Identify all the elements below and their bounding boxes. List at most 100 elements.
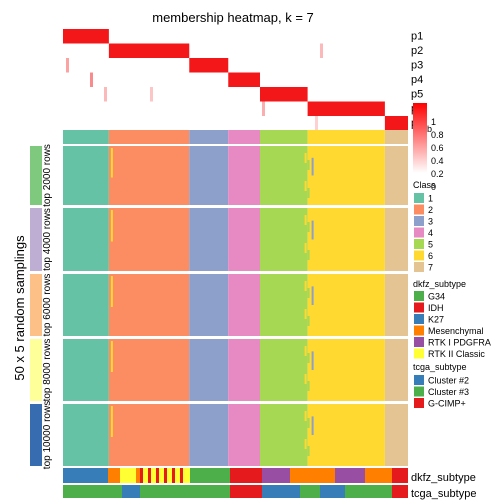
row-group-label: top 10000 rows xyxy=(42,401,53,469)
membership-block-5 xyxy=(259,146,308,205)
membership-block-6 xyxy=(307,274,385,336)
membership-jitter xyxy=(311,220,314,240)
dkfz-legend-label: RTK I PDGFRA xyxy=(428,338,491,348)
membership-block-3 xyxy=(189,404,229,466)
membership-jitter xyxy=(310,388,313,398)
class-legend-label: 7 xyxy=(428,263,433,273)
membership-jitter xyxy=(301,274,304,284)
membership-block-5 xyxy=(259,404,308,466)
membership-block-6 xyxy=(307,146,385,205)
membership-jitter xyxy=(110,341,113,372)
prob-cell-p5 xyxy=(259,87,308,102)
membership-block-1 xyxy=(63,339,109,401)
prob-tick-label: 0.4 xyxy=(431,156,444,166)
membership-jitter xyxy=(307,250,310,260)
membership-block-1 xyxy=(63,404,109,466)
dkfz-subtype-cell xyxy=(290,468,335,483)
class-strip-cell-7 xyxy=(384,130,408,144)
prob-partial-cell xyxy=(66,58,69,73)
legends: Prob10.80.60.40.20Class1234567dkfz_subty… xyxy=(413,103,491,409)
class-strip-cell-5 xyxy=(259,130,308,144)
membership-jitter xyxy=(110,276,113,307)
membership-jitter xyxy=(110,406,113,437)
membership-block-4 xyxy=(228,404,260,466)
dkfz-legend-swatch xyxy=(414,291,424,301)
row-group-label: top 2000 rows xyxy=(42,144,53,207)
class-legend-swatch xyxy=(414,227,424,238)
tcga-legend-swatch xyxy=(414,375,424,385)
legend-class-title: Class xyxy=(413,180,436,190)
membership-jitter xyxy=(311,286,314,305)
membership-block-1 xyxy=(63,208,109,271)
tcga-subtype-cell xyxy=(122,485,140,498)
class-strip-cell-3 xyxy=(189,130,229,144)
membership-block-2 xyxy=(108,339,190,401)
dkfz-legend-swatch xyxy=(414,302,424,313)
row-group-label: top 8000 rows xyxy=(42,339,53,402)
row-group-bar-4 xyxy=(30,339,42,401)
prob-row-label: p4 xyxy=(411,74,423,86)
membership-jitter xyxy=(301,236,304,246)
prob-tick-label: 1 xyxy=(431,117,436,127)
membership-jitter xyxy=(301,432,304,442)
dkfz-legend-label: IDH xyxy=(428,303,444,313)
dkfz-subtype-cell xyxy=(365,468,392,483)
dkfz-subtype-cell xyxy=(108,468,120,483)
membership-block-4 xyxy=(228,339,260,401)
dkfz-subtype-cell xyxy=(156,468,159,483)
tcga-legend-swatch xyxy=(414,398,424,408)
membership-jitter xyxy=(307,288,310,298)
class-legend-swatch xyxy=(414,216,424,226)
bottom-annotation-strips xyxy=(63,468,408,498)
dkfz-legend-label: G34 xyxy=(428,292,445,302)
membership-block-5 xyxy=(259,339,308,401)
prob-row-label: p3 xyxy=(411,59,423,71)
row-group-label: top 4000 rows xyxy=(42,208,53,271)
prob-row-label: p2 xyxy=(411,45,423,57)
annotation-row-label: tcga_subtype xyxy=(411,488,476,500)
membership-block-3 xyxy=(189,274,229,336)
membership-jitter xyxy=(301,302,304,312)
prob-tick-label: 0.6 xyxy=(431,143,444,153)
membership-jitter xyxy=(311,157,314,176)
membership-jitter xyxy=(110,148,113,178)
prob-partial-cell xyxy=(310,101,313,116)
membership-jitter xyxy=(301,208,304,218)
prob-row-label: p5 xyxy=(411,88,423,100)
membership-jitter xyxy=(304,439,307,449)
tcga-subtype-cell xyxy=(320,485,345,498)
tcga-subtype-cell xyxy=(300,485,320,498)
membership-jitter xyxy=(307,418,310,428)
dkfz-legend-label: K27 xyxy=(428,315,444,325)
membership-jitter xyxy=(307,188,310,198)
membership-jitter xyxy=(304,346,307,356)
membership-block-5 xyxy=(259,274,308,336)
tcga-subtype-cell xyxy=(140,485,190,498)
membership-jitter xyxy=(301,404,304,414)
membership-block-4 xyxy=(228,208,260,271)
legend-dkfz-title: dkfz_subtype xyxy=(413,279,466,289)
class-legend-label: 1 xyxy=(428,194,433,204)
prob-partial-cell xyxy=(104,87,107,102)
prob-row-label: p1 xyxy=(411,30,423,42)
membership-jitter xyxy=(310,453,313,463)
annotation-row-label: dkfz_subtype xyxy=(411,472,476,484)
dkfz-subtype-cell xyxy=(140,468,150,483)
row-group-label: top 6000 rows xyxy=(42,274,53,337)
dkfz-legend-swatch xyxy=(414,348,424,359)
membership-block-4 xyxy=(228,146,260,205)
membership-jitter xyxy=(304,215,307,225)
membership-jitter xyxy=(307,381,310,391)
membership-jitter xyxy=(311,416,314,435)
tcga-subtype-cell xyxy=(63,485,122,498)
prob-cell-p2 xyxy=(108,43,190,58)
membership-jitter xyxy=(304,153,307,163)
prob-partial-cell xyxy=(262,101,265,116)
dkfz-subtype-cell xyxy=(63,468,108,483)
class-legend-swatch xyxy=(414,193,424,203)
prob-cell-p1 xyxy=(63,29,109,44)
membership-block-7 xyxy=(384,208,408,271)
dkfz-subtype-cell xyxy=(392,468,408,483)
membership-block-3 xyxy=(189,339,229,401)
